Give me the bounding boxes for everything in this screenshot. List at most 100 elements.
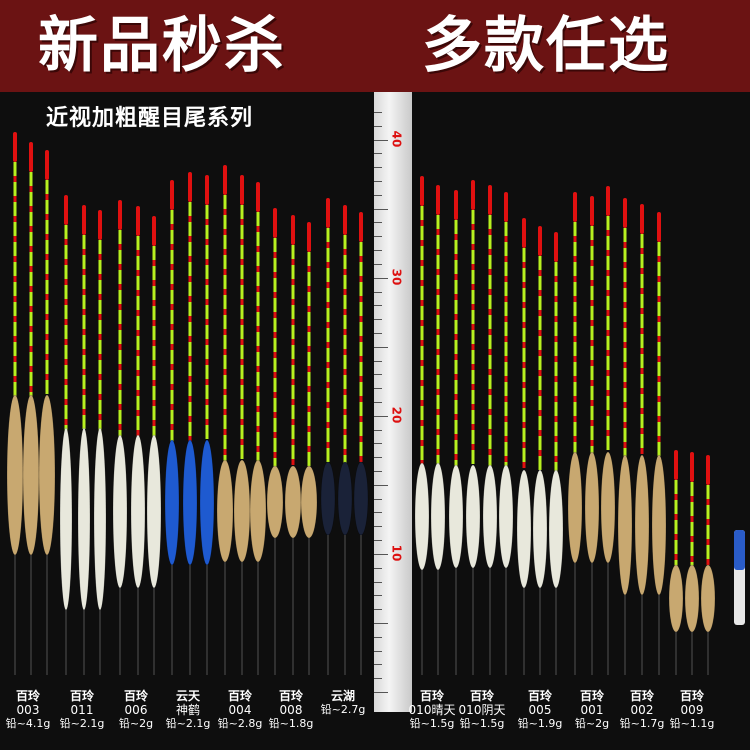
group-weight: 铅~2.8g xyxy=(217,717,263,730)
float-antenna-segment xyxy=(522,348,526,362)
float-tip-red xyxy=(674,450,678,480)
float-antenna-segment xyxy=(170,210,174,224)
float-antenna-segment xyxy=(640,288,644,294)
group-weight: 铅~2.7g xyxy=(320,703,366,716)
group-brand: 百玲 xyxy=(15,689,40,703)
float-antenna-segment xyxy=(590,420,594,426)
float-antenna-segment xyxy=(82,295,86,309)
float-antenna-segment xyxy=(623,428,627,442)
float-antenna-segment xyxy=(64,405,68,419)
banner-right-text: 多款任选 xyxy=(422,11,670,81)
float-antenna-segment xyxy=(504,302,508,316)
float-antenna-segment xyxy=(240,359,244,365)
float-antenna-segment xyxy=(504,316,508,322)
group-code: 002 xyxy=(630,703,654,717)
float-antenna-segment xyxy=(420,306,424,320)
ruler-tick xyxy=(374,609,382,611)
float-antenna-segment xyxy=(454,260,458,274)
float-antenna-segment xyxy=(573,342,577,356)
float-antenna-segment xyxy=(522,402,526,408)
float-antenna-segment xyxy=(307,272,311,286)
float-antenna-segment xyxy=(205,419,209,425)
group-weight: 铅~2g xyxy=(118,717,154,730)
float-antenna-segment xyxy=(326,308,330,322)
float-antenna-segment xyxy=(240,219,244,225)
float-body xyxy=(93,427,107,611)
float-tip-red xyxy=(590,196,594,226)
float-antenna-segment xyxy=(690,542,694,556)
float-body xyxy=(498,464,514,569)
float-antenna-segment xyxy=(273,292,277,298)
float-antenna-segment xyxy=(454,380,458,394)
float-antenna-segment xyxy=(522,388,526,402)
float-antenna-segment xyxy=(504,322,508,336)
float-antenna-segment xyxy=(205,225,209,239)
float-antenna-segment xyxy=(29,266,33,272)
float-antenna-segment xyxy=(657,262,661,276)
float-antenna-segment xyxy=(136,256,140,270)
float-antenna-segment xyxy=(657,316,661,322)
float-antenna-segment xyxy=(554,436,558,442)
group-code: 011 xyxy=(70,703,94,717)
float-antenna-segment xyxy=(307,346,311,352)
float-antenna-segment xyxy=(291,305,295,319)
float-antenna-segment xyxy=(256,246,260,252)
float-antenna-segment xyxy=(573,402,577,416)
float-antenna-segment xyxy=(256,312,260,326)
float-antenna-segment xyxy=(13,282,17,296)
float-antenna-segment xyxy=(98,414,102,420)
float-antenna-segment xyxy=(170,344,174,350)
float-tip-red xyxy=(223,165,227,195)
float-body xyxy=(130,434,146,589)
float-body xyxy=(182,439,198,566)
float-antenna-segment xyxy=(188,342,192,356)
float-antenna-segment xyxy=(606,236,610,250)
float-tip-red xyxy=(359,212,363,242)
float-antenna-segment xyxy=(29,346,33,352)
float-antenna-segment xyxy=(98,300,102,314)
float-antenna-segment xyxy=(136,396,140,410)
float-antenna-segment xyxy=(573,396,577,402)
float-antenna-segment xyxy=(606,376,610,390)
float-antenna-segment xyxy=(538,390,542,396)
float-antenna-segment xyxy=(623,302,627,308)
float-tip-red xyxy=(291,215,295,245)
float-antenna-segment xyxy=(170,264,174,270)
float-antenna-segment xyxy=(488,255,492,269)
float-antenna-segment xyxy=(488,375,492,389)
float-antenna-segment xyxy=(436,355,440,369)
float-antenna-segment xyxy=(326,422,330,428)
float-antenna-segment xyxy=(45,334,49,340)
float-antenna-segment xyxy=(188,276,192,282)
float-antenna-segment xyxy=(471,404,475,410)
float-antenna-segment xyxy=(98,374,102,380)
float-antenna-segment xyxy=(554,416,558,422)
ruler-tick xyxy=(374,125,382,127)
float-antenna-segment xyxy=(471,430,475,444)
float-antenna-segment xyxy=(359,396,363,402)
float-antenna-segment xyxy=(436,349,440,355)
float-antenna-segment xyxy=(118,410,122,424)
float-antenna-segment xyxy=(359,356,363,362)
float-antenna-segment xyxy=(436,335,440,349)
float-antenna-segment xyxy=(13,376,17,382)
float-antenna-segment xyxy=(573,256,577,262)
float-antenna-segment xyxy=(640,328,644,334)
float-antenna-segment xyxy=(471,310,475,324)
float-antenna-segment xyxy=(504,396,508,402)
float-antenna-segment xyxy=(471,290,475,304)
float-antenna-segment xyxy=(573,262,577,276)
group-brand: 百玲 xyxy=(123,689,148,703)
float-antenna-segment xyxy=(640,274,644,288)
float-antenna-segment xyxy=(13,342,17,356)
float-antenna-segment xyxy=(504,256,508,262)
float-tip-red xyxy=(45,150,49,180)
float-antenna-segment xyxy=(64,365,68,379)
float-antenna-segment xyxy=(674,514,678,520)
float-body xyxy=(77,427,91,611)
float-antenna-segment xyxy=(573,356,577,362)
float-antenna-segment xyxy=(82,335,86,349)
float-antenna-segment xyxy=(118,270,122,284)
float-antenna-segment xyxy=(488,349,492,355)
float-antenna-segment xyxy=(359,336,363,342)
